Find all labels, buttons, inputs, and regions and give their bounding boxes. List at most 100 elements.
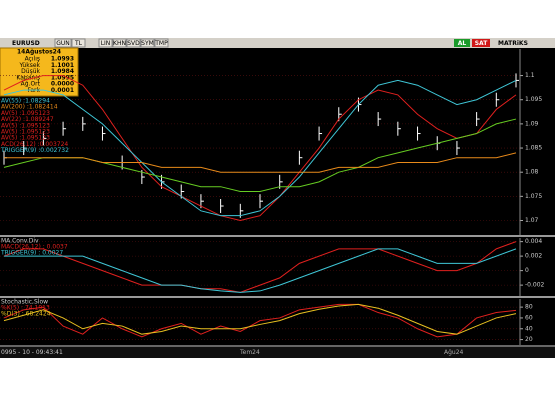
sell-button[interactable] bbox=[472, 39, 490, 47]
price-close bbox=[102, 133, 106, 135]
price-close bbox=[260, 200, 263, 202]
toolbar-button[interactable] bbox=[98, 38, 113, 48]
indicator-line bbox=[3, 79, 517, 217]
y-tick-label: 1.1 bbox=[525, 72, 535, 79]
date-label: Ağu24 bbox=[444, 349, 464, 356]
y-tick-label: 80 bbox=[525, 304, 533, 311]
y-tick-label: -0.002 bbox=[525, 282, 545, 289]
toolbar-button[interactable] bbox=[112, 38, 127, 48]
buy-label: AL bbox=[458, 40, 467, 47]
toolbar-button-label: LIN bbox=[101, 40, 111, 47]
legend-entry: TRIGGER(9) :0.002732 bbox=[0, 147, 69, 154]
indicator-line bbox=[4, 248, 517, 293]
y-tick-label: 0 bbox=[525, 267, 529, 274]
price-close bbox=[279, 181, 283, 183]
indicator-line bbox=[3, 241, 517, 293]
legend-entry: AV(5) :1.095123 bbox=[1, 129, 50, 136]
legend-entry: AV(5) :1.095123 bbox=[1, 122, 50, 129]
price-close bbox=[397, 128, 401, 130]
price-close bbox=[181, 191, 185, 193]
panel-title: Stochastic,Slow bbox=[1, 299, 48, 306]
price-close bbox=[23, 147, 27, 149]
price-close bbox=[240, 210, 244, 212]
info-value: 1.0993 bbox=[51, 56, 74, 63]
info-value: 0.0001 bbox=[51, 87, 74, 94]
toolbar-button[interactable] bbox=[71, 38, 86, 48]
toolbar-button-label: TMP bbox=[154, 40, 168, 47]
legend-entry: AV(22) :1.089247 bbox=[1, 116, 54, 123]
y-tick-label: 0.002 bbox=[525, 253, 542, 260]
toolbar-button-label: KHN bbox=[113, 40, 126, 47]
indicator-line bbox=[3, 75, 517, 222]
info-value: 1.0995 bbox=[51, 74, 74, 81]
price-close bbox=[378, 118, 382, 120]
legend-entry: %D(3) : 68.2424 bbox=[1, 311, 51, 318]
toolbar-button-label: SYM bbox=[141, 40, 154, 47]
y-tick-label: 40 bbox=[525, 325, 533, 332]
panel-title: MA.Conv.Div bbox=[1, 238, 39, 245]
info-value: 0.0000 bbox=[51, 81, 74, 88]
y-tick-label: 0.004 bbox=[525, 238, 542, 245]
price-close bbox=[319, 133, 323, 135]
legend-entry: AV(5) :1.095123 bbox=[1, 135, 50, 142]
toolbar-button[interactable] bbox=[154, 38, 169, 48]
legend-entry: MACD(26,12) : 0.0037 bbox=[1, 244, 68, 251]
info-label: Düşük bbox=[21, 68, 40, 75]
legend-entry: TRIGGER(9) : 0.0027 bbox=[0, 250, 63, 257]
buy-button[interactable] bbox=[454, 39, 470, 47]
info-label: Ağ.Ort bbox=[21, 81, 41, 88]
info-label: Yüksek bbox=[18, 62, 40, 69]
legend-entry: ACD(26,12) :0.003724 bbox=[1, 141, 68, 148]
y-tick-label: 20 bbox=[525, 336, 533, 343]
y-tick-label: 60 bbox=[525, 314, 533, 321]
legend-entry: AV(5) :1.095123 bbox=[1, 110, 50, 117]
clock: 0995 - 10 - 09:43:41 bbox=[1, 349, 63, 356]
info-box bbox=[0, 47, 79, 97]
legend-entry: AV(200) :1.082414 bbox=[1, 104, 58, 111]
y-tick-label: 1.095 bbox=[525, 96, 542, 103]
info-value: 1.0984 bbox=[51, 68, 74, 75]
price-close bbox=[63, 128, 67, 130]
price-close bbox=[358, 104, 362, 106]
info-label: Açılış bbox=[25, 56, 40, 63]
price-close bbox=[476, 118, 480, 120]
info-label: Kapanış bbox=[16, 74, 40, 81]
y-tick-label: 1.085 bbox=[525, 145, 542, 152]
price-close bbox=[516, 79, 519, 81]
legend-entry: AV(55) :1.08294 bbox=[1, 98, 50, 105]
date-label: Tem24 bbox=[239, 349, 260, 356]
toolbar-button[interactable] bbox=[140, 38, 155, 48]
toolbar-button-label: SVD bbox=[127, 40, 140, 47]
y-tick-label: 1.09 bbox=[525, 120, 539, 127]
price-close bbox=[299, 157, 303, 159]
toolbar-button[interactable] bbox=[126, 38, 141, 48]
y-tick-label: 1.07 bbox=[525, 217, 539, 224]
price-close bbox=[200, 200, 204, 202]
price-close bbox=[417, 133, 421, 135]
indicator-line bbox=[3, 303, 517, 335]
indicator-line bbox=[3, 303, 517, 338]
toolbar-button-label: TL bbox=[74, 40, 83, 47]
info-date: 14Ağustos24 bbox=[17, 49, 61, 56]
price-close bbox=[496, 99, 500, 101]
y-tick-label: 1.08 bbox=[525, 169, 539, 176]
indicator-line bbox=[4, 152, 517, 173]
price-close bbox=[161, 181, 165, 183]
toolbar-button[interactable] bbox=[54, 38, 72, 48]
info-value: 1.1001 bbox=[51, 62, 74, 69]
price-close bbox=[141, 176, 145, 178]
symbol: EURUSD bbox=[12, 40, 40, 47]
price-close bbox=[456, 147, 460, 149]
brand: MATRiKS bbox=[498, 40, 528, 47]
y-tick-label: 1.075 bbox=[525, 193, 542, 200]
price-close bbox=[220, 205, 224, 207]
time-bar bbox=[0, 347, 555, 358]
toolbar-button-label: GUN bbox=[56, 40, 70, 47]
sell-label: SAT bbox=[475, 40, 488, 47]
price-close bbox=[338, 113, 342, 115]
legend-entry: %K(5) : 74.1913 bbox=[1, 305, 50, 312]
price-close bbox=[43, 137, 47, 139]
toolbar bbox=[0, 38, 555, 48]
price-close bbox=[82, 123, 86, 125]
